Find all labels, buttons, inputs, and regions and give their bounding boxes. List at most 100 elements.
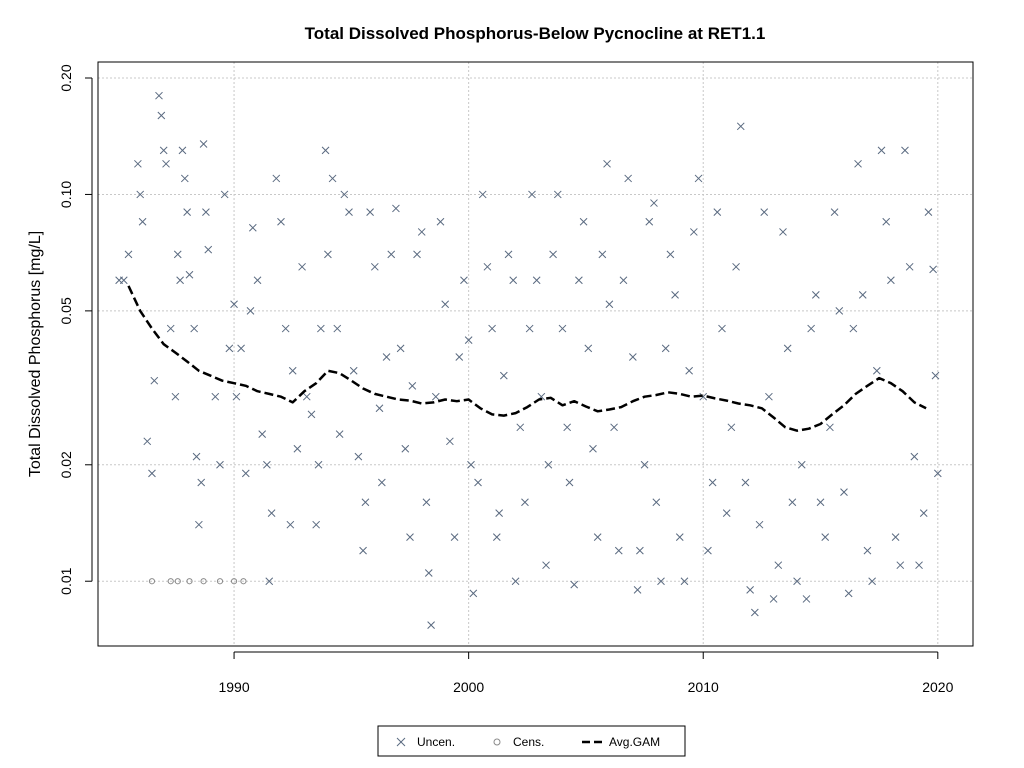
uncensored-point (675, 533, 684, 542)
uncensored-point (542, 561, 550, 570)
uncensored-point (359, 546, 367, 555)
uncensored-point (863, 546, 872, 555)
uncensored-point (558, 324, 567, 333)
uncensored-point (225, 344, 234, 353)
uncensored-point (610, 423, 618, 432)
uncensored-point (474, 478, 482, 487)
uncensored-point (603, 159, 611, 168)
y-tick-label-3: 0.10 (58, 181, 74, 208)
uncensored-point (746, 585, 754, 594)
uncensored-point (563, 423, 572, 432)
legend-item-censored: Cens. (493, 735, 544, 749)
uncensored-point (797, 460, 806, 469)
uncensored-point (619, 276, 628, 285)
uncensored-point (511, 577, 520, 586)
legend-label-gam: Avg.GAM (609, 735, 660, 749)
uncensored-point (382, 353, 391, 361)
uncensored-point (307, 410, 316, 419)
uncensored-point (650, 199, 658, 207)
uncensored-point (640, 460, 649, 469)
uncensored-point (150, 376, 159, 385)
uncensored-point (241, 469, 250, 478)
y-tick-label-0: 0.01 (58, 567, 74, 594)
uncensored-point (495, 509, 503, 517)
uncensored-point (915, 561, 923, 570)
uncensored-point (783, 344, 792, 353)
uncensored-point (528, 190, 536, 199)
censored-point (216, 578, 224, 585)
uncensored-point (849, 324, 858, 333)
uncensored-point (302, 392, 311, 401)
uncensored-point (521, 498, 529, 507)
uncensored-point (826, 423, 834, 432)
uncensored-point (854, 159, 862, 168)
uncensored-point (901, 146, 909, 155)
uncensored-point (891, 533, 900, 542)
uncensored-point (361, 498, 370, 507)
uncensored-point (509, 276, 518, 285)
uncensored-point (933, 469, 942, 478)
x-tick-label-1: 2000 (453, 679, 484, 695)
uncensored-point (317, 324, 325, 333)
uncensored-point (211, 392, 220, 401)
uncensored-point (575, 276, 583, 285)
uncensored-point (171, 392, 180, 401)
uncensored-points (115, 91, 942, 629)
uncensored-point (755, 520, 764, 529)
uncensored-point (896, 561, 905, 570)
uncensored-point (173, 250, 182, 259)
uncensored-point (741, 478, 750, 487)
censored-points (148, 578, 247, 585)
uncensored-point (431, 392, 440, 401)
uncensored-point (387, 250, 396, 259)
uncensored-point (370, 262, 379, 271)
uncensored-point (467, 460, 475, 469)
uncensored-point (366, 208, 374, 216)
uncensored-point (272, 174, 281, 183)
uncensored-point (263, 460, 271, 469)
uncensored-point (718, 324, 726, 333)
uncensored-point (532, 276, 541, 285)
uncensored-point (788, 498, 797, 507)
uncensored-point (553, 190, 562, 199)
uncensored-point (699, 392, 708, 401)
uncensored-point (821, 533, 830, 542)
censored-point (167, 578, 174, 585)
uncensored-point (281, 324, 290, 333)
uncensored-point (802, 595, 811, 603)
uncensored-point (401, 444, 410, 453)
uncensored-point (671, 291, 679, 299)
uncensored-point (324, 250, 332, 259)
uncensored-point (277, 217, 285, 226)
uncensored-point (708, 478, 717, 487)
gam-curve-layer (127, 285, 927, 432)
uncensored-point (605, 300, 614, 309)
uncensored-point (192, 452, 201, 461)
uncensored-point (450, 533, 459, 542)
legend: Uncen. Cens. Avg.GAM (377, 725, 686, 757)
uncensored-point (406, 533, 414, 542)
grid (98, 62, 973, 646)
censored-point (230, 578, 238, 585)
uncensored-point (138, 217, 147, 226)
uncensored-point (265, 577, 274, 586)
uncensored-point (288, 366, 297, 375)
censored-point (186, 578, 193, 585)
chart-title: Total Dissolved Phosphorus-Below Pycnocl… (305, 24, 766, 43)
uncensored-point (119, 276, 128, 285)
uncensored-point (774, 561, 783, 570)
y-axis: 0.01 0.02 0.05 0.10 0.20 (58, 64, 93, 595)
uncensored-point (919, 509, 928, 517)
uncensored-point (392, 204, 400, 213)
uncensored-point (732, 262, 740, 271)
uncensored-point (905, 262, 914, 271)
uncensored-point (598, 250, 607, 259)
uncensored-point (377, 478, 386, 487)
uncensored-point (704, 546, 712, 555)
uncensored-point (722, 509, 731, 517)
uncensored-point (157, 111, 166, 120)
uncensored-point (124, 250, 133, 259)
uncensored-point (549, 250, 557, 259)
